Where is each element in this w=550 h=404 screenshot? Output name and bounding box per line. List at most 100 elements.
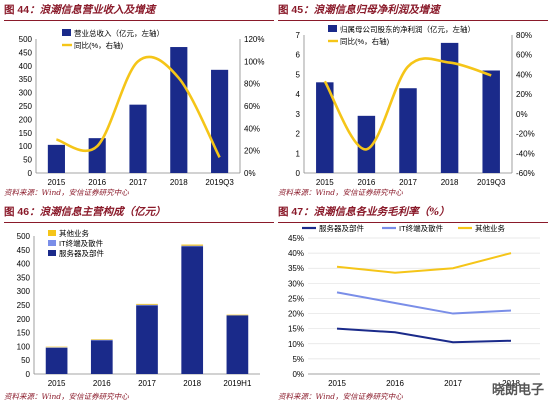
x-tick-label: 2016 [386, 379, 404, 388]
figure-number: 图 45 [278, 4, 304, 16]
y-tick-label: 300 [17, 287, 31, 296]
stacked-bar-segment [45, 347, 68, 348]
series-line [336, 252, 512, 274]
stacked-bar-segment [226, 315, 249, 374]
left-tick-label: 350 [19, 75, 33, 84]
y-tick-label: 35% [288, 264, 304, 273]
y-tick-label: 50 [21, 356, 30, 365]
right-tick-label: 40% [516, 70, 532, 79]
y-tick-label: 250 [17, 301, 31, 310]
source-note: 资料来源：Wind，安信证券研究中心 [4, 392, 129, 401]
y-tick-label: 200 [17, 315, 31, 324]
y-tick-label: 10% [288, 340, 304, 349]
y-tick-label: 150 [17, 329, 31, 338]
figure-title-text: 浪潮信息营业收入及增速 [39, 4, 156, 16]
figure-title-text: 浪潮信息主营构成（亿元） [39, 206, 166, 218]
y-tick-label: 450 [17, 246, 31, 255]
source-note: 资料来源：Wind，安信证券研究中心 [278, 188, 403, 197]
bar [316, 82, 334, 173]
stacked-bar-segment [136, 305, 158, 374]
right-tick-label: 0% [244, 169, 256, 178]
y-tick-label: 25% [288, 294, 304, 303]
legend-swatch [48, 240, 56, 246]
y-tick-label: 100 [17, 342, 31, 351]
left-tick-label: 150 [19, 129, 33, 138]
bar [440, 42, 459, 173]
legend-label: 其他业务 [59, 228, 89, 238]
stacked-bar-segment [181, 245, 204, 247]
stacked-bar-segment [90, 340, 113, 374]
bar [399, 88, 417, 173]
legend-swatch [48, 250, 56, 256]
left-tick-label: 7 [296, 31, 301, 40]
figure-45: 图 45：浪潮信息归母净利润及增速 0 1 2 3 4 5 6 7 -60% -40% -20% 0%… [278, 2, 548, 202]
right-tick-label: 120% [244, 35, 264, 44]
legend-label: 同比(%，右轴) [340, 36, 390, 46]
figure-number: 图 46 [4, 206, 30, 218]
bar [357, 115, 376, 173]
figure-title-text: 浪潮信息各业务毛利率（%） [313, 206, 450, 218]
right-tick-label: 80% [244, 80, 260, 89]
x-tick-label: 2018 [441, 178, 459, 187]
right-tick-label: 80% [516, 31, 532, 40]
y-tick-label: 400 [17, 260, 31, 269]
source-note: 资料来源：Wind，安信证券研究中心 [4, 188, 129, 197]
bar [88, 138, 106, 173]
right-tick-label: -60% [516, 169, 535, 178]
bar [211, 69, 229, 173]
right-tick-label: 60% [516, 51, 532, 60]
stacked-bar-segment [136, 303, 158, 305]
y-tick-label: 45% [288, 234, 304, 243]
business-composition-chart: 0 50 100 150 200 250 300 350 400 450 500 2015 2016 20… [17, 228, 260, 388]
y-tick-label: 350 [17, 273, 31, 282]
y-tick-label: 0 [26, 370, 31, 379]
x-tick-label: 2015 [48, 178, 66, 187]
right-tick-label: 0% [516, 110, 528, 119]
x-tick-label: 2016 [93, 379, 111, 388]
revenue-chart: 0 50 100 150 200 250 300 350 400 450 500 0% 20% 40% 60… [19, 28, 265, 187]
y-tick-label: 5% [292, 355, 304, 364]
y-tick-label: 20% [288, 310, 304, 319]
x-tick-label: 2015 [328, 379, 346, 388]
stacked-bar-segment [90, 339, 113, 341]
net-profit-chart: 0 1 2 3 4 5 6 7 -60% -40% -20% 0% 20% 40% 60% 80% 2015 20… [296, 24, 535, 187]
bar [129, 104, 147, 173]
y-tick-label: 40% [288, 249, 304, 258]
x-tick-label: 2015 [316, 178, 334, 187]
x-tick-label: 2019H1 [223, 379, 252, 388]
y-tick-label: 15% [288, 325, 304, 334]
figure-title: 图 46：浪潮信息主营构成（亿元） [4, 204, 274, 223]
legend-swatch [48, 230, 56, 236]
stacked-bar-segment [90, 339, 113, 340]
stacked-bar-segment [45, 347, 68, 374]
series-line [336, 291, 512, 315]
legend-label: 服务器及部件 [59, 248, 104, 258]
legend-swatch-bar [62, 29, 71, 36]
left-tick-label: 300 [19, 89, 33, 98]
x-tick-label: 2018 [183, 379, 201, 388]
figure-number: 图 47 [278, 206, 304, 218]
right-tick-label: 40% [244, 124, 260, 133]
left-tick-label: 450 [19, 48, 33, 57]
legend-label: IT终端及散件 [59, 238, 104, 248]
x-tick-label: 2018 [502, 379, 520, 388]
figure-title-text: 浪潮信息归母净利润及增速 [313, 4, 440, 16]
stacked-bar-segment [181, 244, 204, 246]
x-tick-label: 2018 [170, 178, 188, 187]
y-tick-label: 0% [292, 370, 304, 379]
legend-swatch-bar [328, 25, 337, 32]
left-tick-label: 400 [19, 62, 33, 71]
legend-label: 营业总收入（亿元，左轴） [74, 28, 164, 38]
right-tick-label: 100% [244, 57, 264, 66]
left-tick-label: 0 [296, 169, 301, 178]
left-tick-label: 0 [28, 169, 33, 178]
legend-label: IT终端及散件 [399, 224, 444, 233]
left-tick-label: 200 [19, 115, 33, 124]
figure-44: 图 44：浪潮信息营业收入及增速 0 50 100 150 200 250 300 350 40… [4, 2, 274, 202]
figure-title: 图 47：浪潮信息各业务毛利率（%） [278, 204, 548, 223]
x-tick-label: 2017 [399, 178, 417, 187]
legend-label: 归属母公司股东的净利润（亿元，左轴） [340, 24, 475, 34]
stacked-bar-segment [136, 304, 158, 306]
figure-title: 图 44：浪潮信息营业收入及增速 [4, 2, 274, 21]
watermark: 晓朗电子 [491, 382, 544, 397]
